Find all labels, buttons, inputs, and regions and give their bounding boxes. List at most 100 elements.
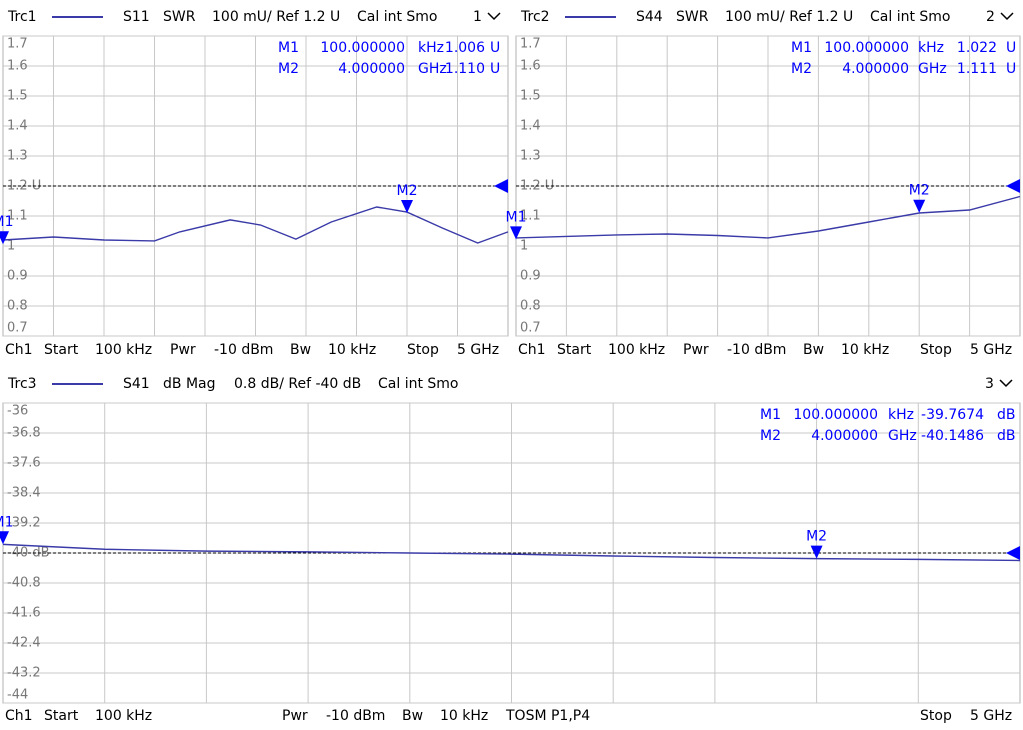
y-tick-label: 1.1: [7, 209, 28, 224]
channel-chevron: [999, 379, 1013, 388]
header-parameter: S11: [123, 9, 150, 25]
y-tick-label: -43.2: [7, 666, 41, 681]
readout-frequency-unit: GHz: [918, 61, 947, 77]
header-cal: Cal int Smo: [870, 9, 951, 25]
channel-chevron: [1000, 12, 1014, 21]
readout-value: 1.006: [445, 40, 485, 56]
footer-item: Bw: [803, 342, 824, 358]
footer-item: Start: [557, 342, 592, 358]
footer-item: -10 dBm: [727, 342, 786, 358]
header-channel-number: 3: [985, 376, 994, 392]
y-tick-label: -36: [7, 404, 28, 419]
marker-label: M1: [506, 209, 527, 225]
readout-frequency: 4.000000: [811, 428, 878, 444]
footer-item: Ch1: [518, 342, 546, 358]
header-cal: Cal int Smo: [378, 376, 459, 392]
y-tick-label: 1.5: [7, 89, 28, 104]
marker-label: M1: [0, 514, 14, 530]
footer-item: Bw: [290, 342, 311, 358]
readout-name: M2: [791, 61, 812, 77]
footer-item: 100 kHz: [95, 342, 152, 358]
footer-item: Ch1: [5, 708, 33, 724]
footer-item: Pwr: [683, 342, 709, 358]
readout-name: M2: [760, 428, 781, 444]
header-name: Trc2: [520, 9, 550, 25]
footer-item: 10 kHz: [440, 708, 488, 724]
marker-label: M1: [0, 214, 14, 230]
readout-frequency: 4.000000: [842, 61, 909, 77]
footer-item: Stop: [407, 342, 439, 358]
readout-value: 1.022: [957, 40, 997, 56]
readout-name: M1: [791, 40, 812, 56]
readout-unit: U: [490, 40, 500, 56]
readout-frequency-unit: GHz: [888, 428, 917, 444]
footer-item: 100 kHz: [608, 342, 665, 358]
y-tick-label: -38.4: [7, 486, 41, 501]
y-tick-label: 0.8: [7, 299, 28, 314]
y-tick-label: 0.8: [520, 299, 541, 314]
channel-chevron: [487, 12, 501, 21]
y-tick-label: 1.3: [7, 149, 28, 164]
readout-unit: U: [1006, 40, 1016, 56]
marker-label: M2: [909, 183, 930, 199]
readout-frequency: 4.000000: [338, 61, 405, 77]
readout-frequency-unit: kHz: [418, 40, 444, 56]
footer-item: TOSM P1,P4: [505, 708, 590, 724]
marker-triangle: [810, 545, 823, 559]
y-tick-label: 0.9: [7, 269, 28, 284]
readout-unit: dB: [997, 428, 1016, 444]
footer-item: Stop: [920, 708, 952, 724]
header-scale: 100 mU/ Ref 1.2 U: [212, 9, 340, 25]
y-tick-label: -37.6: [7, 456, 41, 471]
readout-frequency: 100.000000: [824, 40, 909, 56]
y-tick-label: 1.5: [520, 89, 541, 104]
footer-item: 10 kHz: [841, 342, 889, 358]
header-scale: 0.8 dB/ Ref -40 dB: [234, 376, 361, 392]
trace: [515, 195, 1021, 239]
readout-frequency-unit: GHz: [418, 61, 447, 77]
footer-item: 5 GHz: [457, 342, 499, 358]
y-tick-label: -41.6: [7, 606, 41, 621]
marker-triangle: [400, 200, 413, 213]
y-tick-label: 0.7: [520, 321, 541, 336]
y-tick-label: 1.7: [7, 37, 28, 52]
footer-item: -10 dBm: [214, 342, 273, 358]
marker-label: M2: [396, 183, 417, 199]
readout-frequency-unit: kHz: [918, 40, 944, 56]
footer-item: Start: [44, 708, 79, 724]
marker-triangle: [0, 531, 9, 545]
header-scale: 100 mU/ Ref 1.2 U: [725, 9, 853, 25]
header-channel-number: 2: [986, 9, 995, 25]
footer-item: -10 dBm: [326, 708, 385, 724]
marker-label: M2: [806, 529, 827, 545]
readout-name: M1: [278, 40, 299, 56]
y-tick-label: 1.1: [520, 209, 541, 224]
header-format: SWR: [163, 9, 196, 25]
footer-item: 5 GHz: [970, 342, 1012, 358]
readout-unit: dB: [997, 407, 1016, 423]
y-tick-label: -36.8: [7, 426, 41, 441]
header-format: SWR: [676, 9, 709, 25]
y-tick-label: 1: [520, 239, 528, 254]
footer-item: Start: [44, 342, 79, 358]
footer-item: Stop: [920, 342, 952, 358]
footer-item: Pwr: [282, 708, 308, 724]
readout-frequency: 100.000000: [793, 407, 878, 423]
marker-triangle: [913, 199, 926, 213]
header-parameter: S41: [123, 376, 150, 392]
readout-frequency-unit: kHz: [888, 407, 914, 423]
trace: [2, 206, 509, 244]
y-tick-label: -39.2: [7, 516, 41, 531]
header-name: Trc1: [7, 9, 37, 25]
y-tick-label: 1.6: [520, 59, 541, 74]
footer-item: 5 GHz: [970, 708, 1012, 724]
y-tick-label: 1.3: [520, 149, 541, 164]
reference-arrow: [1006, 546, 1020, 560]
readout-value: -39.7674: [921, 407, 984, 423]
y-tick-label: 1.4: [7, 119, 28, 134]
y-tick-label: -44: [7, 688, 28, 703]
readout-unit: U: [490, 61, 500, 77]
footer-item: Ch1: [5, 342, 33, 358]
marker-triangle: [510, 226, 522, 240]
